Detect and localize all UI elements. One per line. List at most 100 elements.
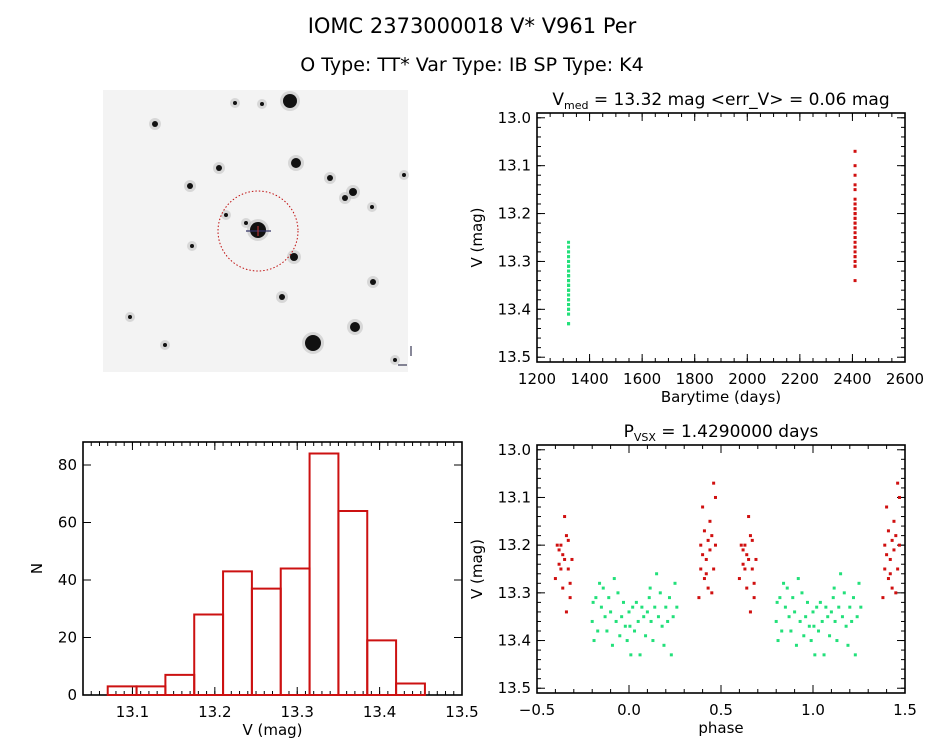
data-point: [853, 149, 857, 153]
x-tick-label: 2600: [886, 370, 924, 388]
x-tick-label: 0.5: [709, 701, 733, 719]
data-point: [853, 164, 857, 168]
data-point: [752, 581, 756, 585]
data-point: [609, 610, 613, 614]
data-point: [745, 553, 749, 557]
data-point: [669, 653, 673, 657]
data-point: [612, 577, 616, 581]
data-point: [747, 557, 751, 561]
star: [216, 165, 222, 171]
data-point: [567, 283, 571, 287]
histogram-panel: 13.1 13.2 13.3 13.4 13.5 0 20 40 60 80 V (mag) N: [28, 441, 479, 739]
data-point: [853, 259, 857, 263]
data-point: [567, 240, 571, 244]
figure-title: IOMC 2373000018 V* V961 Per: [307, 14, 637, 38]
data-point: [787, 615, 791, 619]
data-point: [623, 624, 627, 628]
data-point: [649, 619, 653, 623]
x-tick-label: 2400: [833, 370, 871, 388]
data-point: [791, 596, 795, 600]
data-point: [853, 216, 857, 220]
data-point: [567, 293, 571, 297]
data-point: [853, 173, 857, 177]
data-point: [710, 591, 714, 595]
data-point: [702, 577, 706, 581]
data-point: [567, 322, 571, 326]
data-point: [671, 615, 675, 619]
data-point: [897, 495, 901, 499]
data-point: [822, 653, 826, 657]
data-point: [638, 653, 642, 657]
data-point: [853, 236, 857, 239]
data-point: [631, 605, 635, 609]
data-point: [888, 572, 892, 576]
data-point: [559, 567, 563, 571]
x-tick-label: 13.5: [445, 703, 478, 721]
data-point: [664, 605, 668, 609]
data-point: [833, 619, 837, 623]
data-point: [778, 596, 782, 600]
data-point: [704, 572, 708, 576]
data-point: [567, 250, 571, 254]
data-point: [708, 519, 712, 523]
data-point: [853, 245, 857, 249]
data-point: [853, 255, 857, 259]
data-point: [842, 591, 846, 595]
data-point: [853, 279, 857, 283]
star: [187, 183, 193, 189]
data-point: [656, 615, 660, 619]
data-point: [802, 634, 806, 638]
x-tick-label: 1.5: [893, 701, 917, 719]
y-tick-label: 0: [67, 686, 77, 704]
x-axis-label: Barytime (days): [661, 388, 781, 406]
histogram-bar: [222, 570, 253, 696]
data-point: [832, 586, 836, 590]
data-point: [888, 557, 892, 561]
y-tick-label: 13.3: [498, 584, 531, 602]
plot-frame: [82, 441, 463, 696]
star: [327, 175, 333, 181]
y-tick-label: 13.3: [498, 252, 531, 270]
data-point: [603, 615, 607, 619]
y-axis-label: N: [28, 563, 46, 574]
data-point: [628, 624, 632, 628]
data-point: [793, 610, 797, 614]
x-tick-label: −0.5: [519, 701, 555, 719]
data-point: [750, 538, 754, 542]
data-point: [561, 553, 565, 557]
data-point: [567, 264, 571, 268]
data-point: [563, 557, 567, 561]
y-tick-label: 20: [58, 629, 77, 647]
data-point: [894, 591, 898, 595]
y-axis-label: V (mag): [468, 207, 486, 267]
data-point: [675, 605, 679, 609]
data-point: [811, 610, 815, 614]
data-point: [826, 615, 830, 619]
data-point: [706, 538, 710, 542]
data-point: [748, 610, 752, 614]
plot-frame: [536, 112, 906, 363]
data-point: [614, 619, 618, 623]
data-point: [598, 581, 602, 585]
star: [402, 173, 406, 177]
data-point: [800, 591, 804, 595]
data-point: [633, 629, 637, 633]
data-point: [667, 596, 671, 600]
data-point: [594, 596, 598, 600]
data-point: [651, 639, 655, 643]
data-point: [642, 615, 646, 619]
data-point: [853, 183, 857, 187]
data-point: [855, 615, 859, 619]
x-tick-label: 1200: [518, 370, 556, 388]
x-tick-label: 13.4: [363, 703, 396, 721]
star: [279, 294, 285, 300]
star: [163, 343, 167, 347]
data-point: [706, 586, 710, 590]
histogram-bar: [308, 452, 340, 696]
data-point: [804, 615, 808, 619]
data-point: [748, 534, 752, 538]
data-point: [839, 572, 843, 576]
data-point: [559, 543, 563, 547]
data-point: [853, 250, 857, 254]
data-point: [846, 643, 850, 647]
